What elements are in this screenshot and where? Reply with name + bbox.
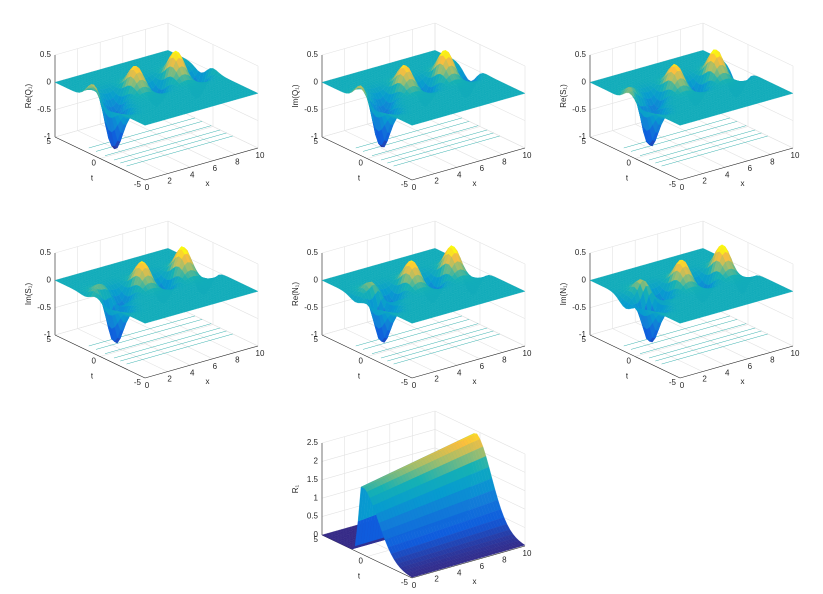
grid-line: [55, 221, 168, 253]
z-tick-label: 0: [582, 77, 587, 86]
t-tick-label: -5: [401, 180, 409, 189]
contour-line: [114, 130, 220, 160]
z-tick-label: -0.5: [37, 105, 51, 114]
axis-line: [590, 137, 680, 180]
t-tick-label: 0: [359, 159, 364, 168]
x-tick-label: 10: [791, 151, 800, 160]
contour-line: [127, 334, 233, 364]
axis-line: [145, 346, 258, 378]
axis-line: [55, 335, 145, 378]
grid-line: [590, 23, 703, 55]
grid-line: [322, 23, 435, 55]
x-tick-label: 6: [213, 164, 218, 173]
x-tick-label: 0: [412, 183, 417, 192]
t-tick-label: 5: [582, 137, 587, 146]
x-tick-label: 8: [235, 158, 240, 167]
x-tick-label: 2: [434, 177, 439, 186]
x-tick-label: 4: [190, 170, 195, 179]
t-axis-label: t: [91, 174, 94, 183]
z-tick-label: 0: [314, 77, 319, 86]
x-tick-label: 10: [256, 151, 265, 160]
x-tick-label: 6: [480, 164, 485, 173]
contour-line: [114, 328, 220, 358]
axis-line: [412, 148, 525, 180]
z-tick-label: 0.5: [40, 248, 52, 257]
x-tick-label: 4: [725, 170, 730, 179]
t-tick-label: -5: [134, 180, 142, 189]
contour-line: [662, 136, 768, 166]
z-tick-label: 0: [47, 77, 52, 86]
x-tick-label: 0: [680, 183, 685, 192]
z-tick-label: 0.5: [575, 50, 587, 59]
x-tick-label: 6: [748, 164, 753, 173]
t-tick-label: 0: [627, 159, 632, 168]
t-axis-label: t: [358, 174, 361, 183]
x-tick-label: 4: [457, 170, 462, 179]
x-axis-label: x: [473, 179, 477, 188]
z-axis-label: Re(S₁): [559, 84, 568, 108]
z-axis-label: Re(Q₁): [24, 83, 33, 108]
t-tick-label: 5: [314, 137, 319, 146]
axis-line: [55, 137, 145, 180]
contour-line: [381, 130, 487, 160]
x-tick-label: 2: [167, 177, 172, 186]
z-tick-label: -0.5: [37, 303, 51, 312]
contour-line: [127, 136, 233, 166]
z-tick-label: -0.5: [304, 105, 318, 114]
z-tick-label: -0.5: [572, 105, 586, 114]
t-tick-label: -5: [669, 180, 677, 189]
x-tick-label: 10: [523, 151, 532, 160]
t-axis-label: t: [626, 174, 629, 183]
z-tick-label: 0.5: [40, 50, 52, 59]
x-axis-label: x: [206, 179, 210, 188]
x-tick-label: 2: [702, 177, 707, 186]
grid-line: [55, 23, 168, 55]
z-axis-label: Im(Q₁): [291, 84, 300, 107]
t-tick-label: 0: [92, 159, 97, 168]
t-tick-label: 5: [47, 137, 52, 146]
z-tick-label: 0.5: [307, 50, 319, 59]
x-tick-label: 0: [145, 183, 150, 192]
x-tick-label: 2: [167, 375, 172, 384]
contour-line: [649, 130, 755, 160]
contour-line: [394, 136, 500, 166]
x-tick-label: 8: [502, 158, 507, 167]
axis-line: [322, 137, 412, 180]
x-tick-label: 4: [190, 368, 195, 377]
z-tick-label: 0: [47, 275, 52, 284]
x-tick-label: 0: [145, 381, 150, 390]
axis-line: [680, 148, 793, 180]
axis-line: [145, 148, 258, 180]
x-tick-label: 8: [770, 158, 775, 167]
x-axis-label: x: [741, 179, 745, 188]
